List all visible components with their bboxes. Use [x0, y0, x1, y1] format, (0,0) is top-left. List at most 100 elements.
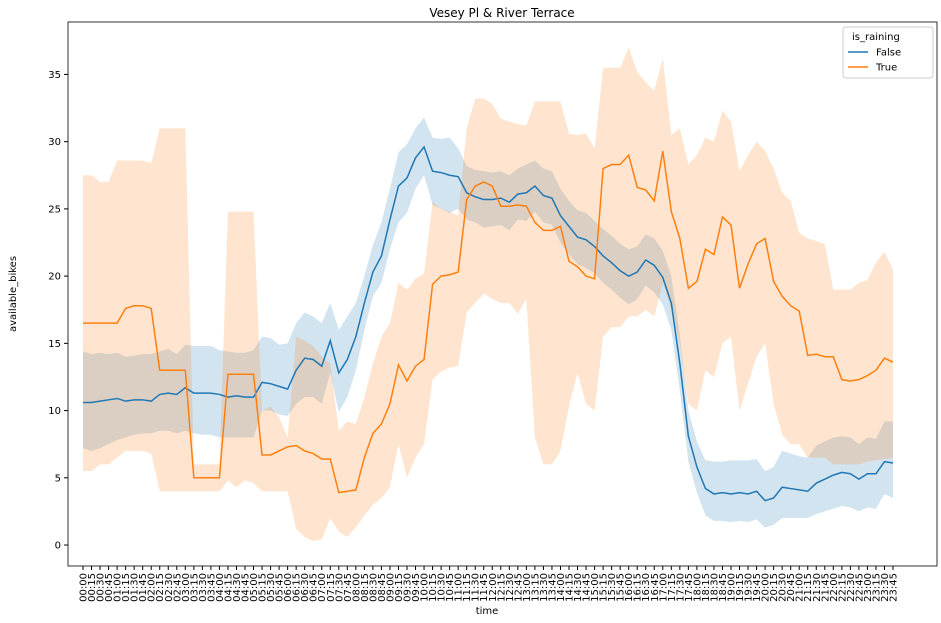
line [83, 145, 894, 502]
x-tick-label: 13:45 [547, 573, 558, 602]
x-tick-label: 10:00 [420, 573, 431, 602]
legend: is_raining False True [842, 26, 934, 79]
x-tick-label: 04:00 [215, 573, 226, 602]
x-tick-label: 13:30 [539, 573, 550, 602]
x-tick-label: 02:15 [155, 573, 166, 602]
x-tick-label: 00:00 [79, 573, 90, 602]
x-tick-label: 03:45 [206, 573, 217, 602]
x-tick-label: 17:15 [667, 573, 678, 602]
x-tick-label: 12:00 [488, 573, 499, 602]
x-tick-label: 07:30 [334, 573, 345, 602]
x-tick-label: 21:15 [803, 573, 814, 602]
x-tick-label: 20:30 [778, 573, 789, 602]
x-tick-label: 08:00 [351, 573, 362, 602]
x-tick-label: 09:00 [385, 573, 396, 602]
x-tick-label: 21:30 [812, 573, 823, 602]
x-tick-label: 16:15 [633, 573, 644, 602]
x-tick-label: 09:45 [411, 573, 422, 602]
chart-title: Vesey Pl & River Terrace [429, 6, 574, 20]
confidence-band [83, 47, 893, 541]
x-tick-label: 23:45 [889, 573, 900, 602]
x-tick-label: 11:15 [462, 573, 473, 602]
legend-box [842, 26, 934, 79]
x-tick-label: 00:45 [104, 573, 115, 602]
x-tick-label: 17:00 [658, 573, 669, 602]
legend-label: True [875, 63, 897, 74]
x-tick-label: 01:00 [113, 573, 124, 602]
x-tick-label: 03:30 [198, 573, 209, 602]
y-axis-label: available_bikes [8, 256, 19, 332]
x-tick-label: 06:15 [292, 573, 303, 602]
x-tick-label: 23:00 [863, 573, 874, 602]
x-tick-label: 13:00 [522, 573, 533, 602]
x-tick-label: 15:45 [616, 573, 627, 602]
x-tick-label: 10:15 [428, 573, 439, 602]
x-tick-label: 04:45 [241, 573, 252, 602]
x-tick-label: 14:15 [565, 573, 576, 602]
x-tick-label: 06:45 [309, 573, 320, 602]
x-tick-label: 11:30 [471, 573, 482, 602]
x-tick-label: 15:30 [607, 573, 618, 602]
x-tick-label: 12:45 [513, 573, 524, 602]
x-tick-label: 02:00 [147, 573, 158, 602]
x-tick-label: 00:30 [96, 573, 107, 602]
x-tick-label: 19:45 [752, 573, 763, 602]
x-tick-label: 08:30 [368, 573, 379, 602]
x-axis-label: time [476, 606, 499, 617]
x-tick-label: 03:15 [189, 573, 200, 602]
line [83, 150, 894, 494]
x-tick-label: 17:45 [684, 573, 695, 602]
x-tick-label: 12:15 [496, 573, 507, 602]
x-tick-label: 20:45 [786, 573, 797, 602]
x-tick-label: 18:30 [709, 573, 720, 602]
x-tick-label: 01:30 [130, 573, 141, 602]
x-tick-label: 08:45 [377, 573, 388, 602]
y-tick-label: 30 [48, 137, 61, 148]
x-tick-label: 22:45 [854, 573, 865, 602]
x-tick-label: 04:30 [232, 573, 243, 602]
x-tick-label: 05:45 [275, 573, 286, 602]
x-tick-label: 01:15 [121, 573, 132, 602]
x-tick-label: 09:30 [403, 573, 414, 602]
x-tick-label: 07:00 [317, 573, 328, 602]
x-tick-label: 19:30 [744, 573, 755, 602]
x-tick-label: 22:15 [837, 573, 848, 602]
x-tick-label: 18:15 [701, 573, 712, 602]
x-tick-label: 22:30 [846, 573, 857, 602]
y-tick-label: 35 [48, 70, 61, 81]
x-tick-label: 23:30 [880, 573, 891, 602]
x-tick-label: 21:45 [820, 573, 831, 602]
x-tick-label: 03:00 [181, 573, 192, 602]
x-tick-label: 08:15 [360, 573, 371, 602]
x-tick-label: 12:30 [505, 573, 516, 602]
x-tick-label: 18:45 [718, 573, 729, 602]
x-tick-label: 15:15 [599, 573, 610, 602]
y-tick-label: 5 [55, 473, 61, 484]
x-tick-label: 07:45 [343, 573, 354, 602]
x-tick-label: 05:30 [266, 573, 277, 602]
x-tick-label: 10:45 [445, 573, 456, 602]
x-tick-label: 18:00 [692, 573, 703, 602]
x-tick-label: 20:15 [769, 573, 780, 602]
y-tick-label: 0 [55, 541, 61, 552]
x-tick-label: 02:30 [164, 573, 175, 602]
x-tick-label: 07:15 [326, 573, 337, 602]
y-tick-label: 10 [48, 406, 61, 417]
x-tick-label: 10:30 [437, 573, 448, 602]
x-tick-label: 06:30 [300, 573, 311, 602]
x-tick-label: 14:00 [556, 573, 567, 602]
legend-label: False [876, 48, 901, 59]
x-tick-label: 14:45 [582, 573, 593, 602]
plot-frame [67, 21, 938, 567]
x-tick-label: 19:00 [727, 573, 738, 602]
x-tick-label: 21:00 [795, 573, 806, 602]
x-tick-label: 23:15 [871, 573, 882, 602]
x-tick-label: 17:30 [675, 573, 686, 602]
x-tick-label: 02:45 [172, 573, 183, 602]
x-tick-label: 09:15 [394, 573, 405, 602]
x-tick-label: 14:30 [573, 573, 584, 602]
x-tick-label: 01:45 [138, 573, 149, 602]
x-tick-label: 05:00 [249, 573, 260, 602]
